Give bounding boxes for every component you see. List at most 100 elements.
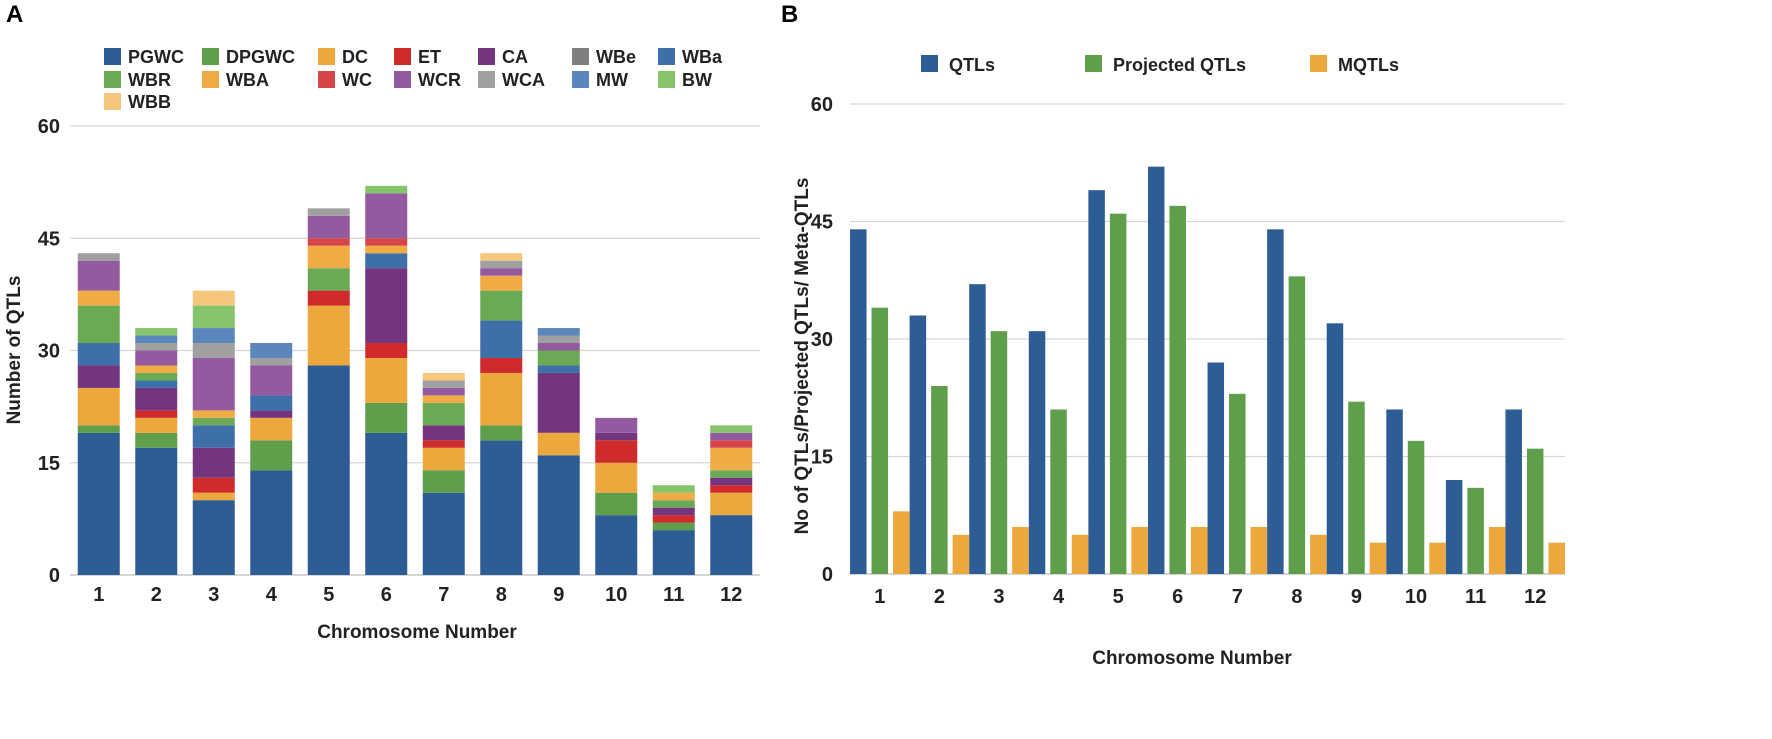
panel-a-x-tick-label: 6: [381, 584, 392, 606]
panel-a-x-tick-label: 11: [663, 584, 684, 606]
panel-a-bar-segment-wca: [480, 260, 523, 269]
panel-a-bars: [77, 185, 753, 575]
panel-a-bar-segment-et: [595, 440, 638, 463]
panel-b-bar-projected-qtls: [1467, 487, 1484, 574]
panel-a-bar-segment-mw: [537, 328, 580, 336]
panel-b-x-tick-label: 7: [1232, 586, 1243, 608]
panel-a-bar-segment-wba: [652, 492, 695, 501]
panel-a-bar-segment-wbr: [710, 470, 753, 478]
panel-a-bar-segment-wbr: [537, 350, 580, 366]
panel-a-bar-segment-wba: [480, 275, 523, 291]
legend-swatch-dc: [318, 48, 335, 65]
panel-a-bar-segment-wcr: [135, 350, 178, 366]
legend-swatch-wbe: [572, 48, 589, 65]
panel-a-bar-segment-dc: [135, 417, 178, 433]
panel-b-bar-qtls: [850, 229, 867, 575]
panel-a-bar-segment-ca: [77, 365, 120, 388]
panel-a-y-tick-label: 15: [38, 453, 60, 475]
legend-swatch-wbb: [104, 93, 121, 110]
panel-a-bar-segment-wcr: [307, 215, 350, 239]
panel-a-bar-segment-wba: [307, 245, 350, 269]
panel-a-bar-segment-wcr: [422, 387, 465, 396]
panel-a-bar-segment-wca: [307, 208, 350, 216]
panel-a-bar-segment-ca: [135, 387, 178, 411]
legend-label-et: ET: [418, 47, 441, 67]
panel-b-bar-qtls: [1088, 190, 1105, 574]
panel-a-bar-segment-wba: [365, 245, 408, 254]
panel-a-bar-segment-pgwc: [250, 470, 293, 575]
panel-a-y-axis-title: Number of QTLs: [4, 276, 25, 425]
legend-swatch-mqtls: [1310, 55, 1327, 72]
panel-b-x-tick-label: 11: [1465, 586, 1486, 608]
panel-a-bar-segment-et: [422, 440, 465, 448]
panel-a-bar-segment-dpgwc: [652, 522, 695, 531]
panel-a-y-tick-label: 0: [49, 565, 60, 587]
legend-label-wca: WCA: [502, 70, 545, 90]
panel-a-x-tick-label: 10: [605, 584, 627, 606]
panel-b-bar-mqtls: [1310, 534, 1327, 574]
panel-b-x-tick-label: 5: [1113, 586, 1124, 608]
panel-b-bar-qtls: [1028, 331, 1046, 574]
panel-a-bar-segment-wca: [250, 357, 293, 366]
panel-a-bar-segment-dpgwc: [365, 402, 408, 433]
panel-a-bar-segment-wbr: [192, 417, 235, 426]
legend-label-wbe: WBe: [596, 47, 636, 67]
panel-a-bar-segment-wca: [422, 380, 465, 388]
panel-a-gridlines: [70, 125, 760, 576]
panel-a-bar-segment-dc: [537, 432, 580, 456]
panel-b-bar-qtls: [1505, 409, 1522, 574]
panel-a-bar-segment-ca: [710, 477, 753, 486]
panel-b-bar-qtls: [1147, 166, 1165, 574]
panel-a-bar-segment-wca: [192, 343, 235, 358]
panel-b-x-tick-label: 3: [993, 586, 1004, 608]
panel-b-bars: [850, 166, 1565, 575]
panel-a-bar-segment-dc: [480, 372, 523, 426]
panel-a-bar-segment-wbr: [422, 402, 465, 426]
panel-b-bar-qtls: [1445, 480, 1463, 574]
legend-label-mw: MW: [596, 70, 628, 90]
panel-a-bar-segment-wcr: [480, 268, 523, 276]
panel-a-x-axis-title: Chromosome Number: [317, 622, 517, 643]
panel-a-bar-segment-wba: [250, 395, 293, 411]
panel-b-bar-projected-qtls: [990, 331, 1008, 574]
panel-a-bar-segment-dc: [595, 462, 638, 493]
panel-a-bar-segment-dpgwc: [135, 432, 178, 448]
legend-swatch-mw: [572, 71, 589, 88]
panel-a-bar-segment-pgwc: [537, 455, 580, 575]
panel-a-bar-segment-wcr: [595, 417, 638, 433]
panel-a-y-ticks: 0 15 30 45 60: [38, 116, 60, 587]
panel-b-bar-projected-qtls: [1169, 205, 1186, 575]
panel-a-bar-segment-pgwc: [480, 440, 523, 575]
panel-a-bar-segment-et: [365, 343, 408, 358]
panel-a-bar-segment-ca: [652, 507, 695, 516]
panel-a-bar-segment-et: [652, 515, 695, 523]
panel-a-bar-segment-wba: [710, 447, 753, 471]
panel-a-bar-segment-wba: [422, 395, 465, 403]
panel-a-bar-segment-wba: [480, 320, 523, 358]
legend-label-dpgwc: DPGWC: [226, 47, 295, 67]
panel-a-bar-segment-dpgwc: [422, 470, 465, 493]
panel-b-bar-projected-qtls: [1109, 213, 1127, 574]
panel-a-x-tick-label: 4: [266, 584, 278, 606]
panel-b-x-tick-label: 6: [1172, 586, 1183, 608]
panel-b-bar-mqtls: [1548, 542, 1565, 574]
legend-label-bw: BW: [682, 70, 712, 90]
panel-b-bar-projected-qtls: [1407, 440, 1425, 574]
panel-a-bar-segment-ca: [595, 432, 638, 441]
legend-label-qtls: QTLs: [949, 55, 995, 75]
panel-b-y-tick-label: 15: [811, 447, 833, 469]
panel-a-bar-segment-dc: [710, 492, 753, 516]
panel-a-y-tick-label: 60: [38, 116, 60, 138]
panel-b-y-tick-label: 45: [811, 212, 833, 234]
panel-a-bar-segment-wba: [537, 365, 580, 373]
panel-a-bar-segment-wbb: [192, 290, 235, 306]
panel-b-bar-qtls: [1326, 323, 1344, 574]
panel-b-bar-mqtls: [1190, 527, 1208, 574]
panel-b-bar-projected-qtls: [1526, 448, 1544, 574]
panel-a-bar-segment-wba: [135, 365, 178, 373]
legend-swatch-wba: [202, 71, 219, 88]
panel-a-bar-segment-dc: [365, 357, 408, 403]
panel-a-bar-segment-pgwc: [192, 500, 235, 575]
panel-a-bar-segment-wc: [307, 238, 350, 246]
panel-b-bar-mqtls: [1131, 527, 1148, 574]
